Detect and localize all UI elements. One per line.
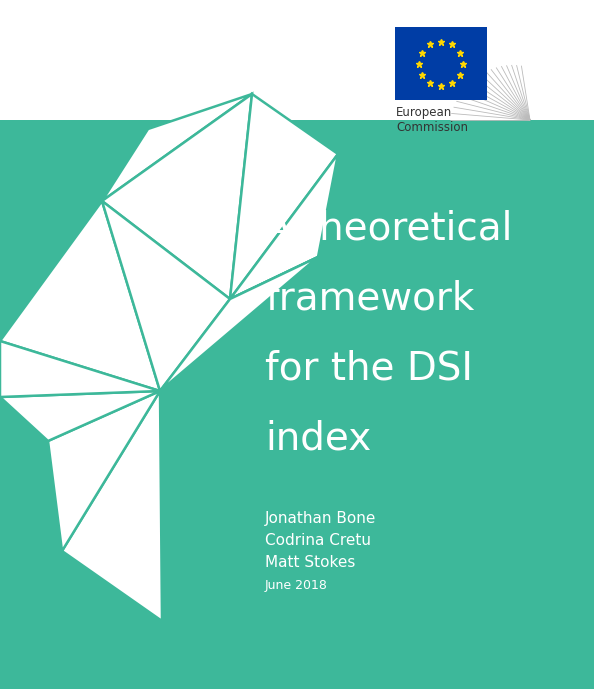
Polygon shape (230, 154, 338, 299)
Text: A theoretical: A theoretical (265, 209, 513, 247)
Polygon shape (102, 201, 230, 391)
Text: Matt Stokes: Matt Stokes (265, 555, 355, 570)
Polygon shape (0, 201, 160, 391)
Polygon shape (230, 94, 338, 299)
Text: June 2018: June 2018 (265, 579, 328, 592)
Text: framework: framework (265, 279, 475, 317)
Polygon shape (160, 257, 318, 391)
Bar (0, 120, 594, 689)
Polygon shape (102, 94, 252, 201)
Text: Codrina Cretu: Codrina Cretu (265, 533, 371, 548)
Polygon shape (0, 391, 160, 441)
Polygon shape (0, 341, 160, 397)
Text: index: index (265, 419, 371, 457)
Text: for the DSI: for the DSI (265, 349, 473, 387)
Polygon shape (62, 391, 162, 621)
Polygon shape (160, 257, 318, 391)
Text: Jonathan Bone: Jonathan Bone (265, 511, 377, 526)
Text: European
Commission: European Commission (396, 106, 468, 134)
Bar (0, 0, 594, 120)
Polygon shape (48, 391, 160, 551)
Bar (395, 27, 487, 100)
Polygon shape (102, 94, 252, 299)
